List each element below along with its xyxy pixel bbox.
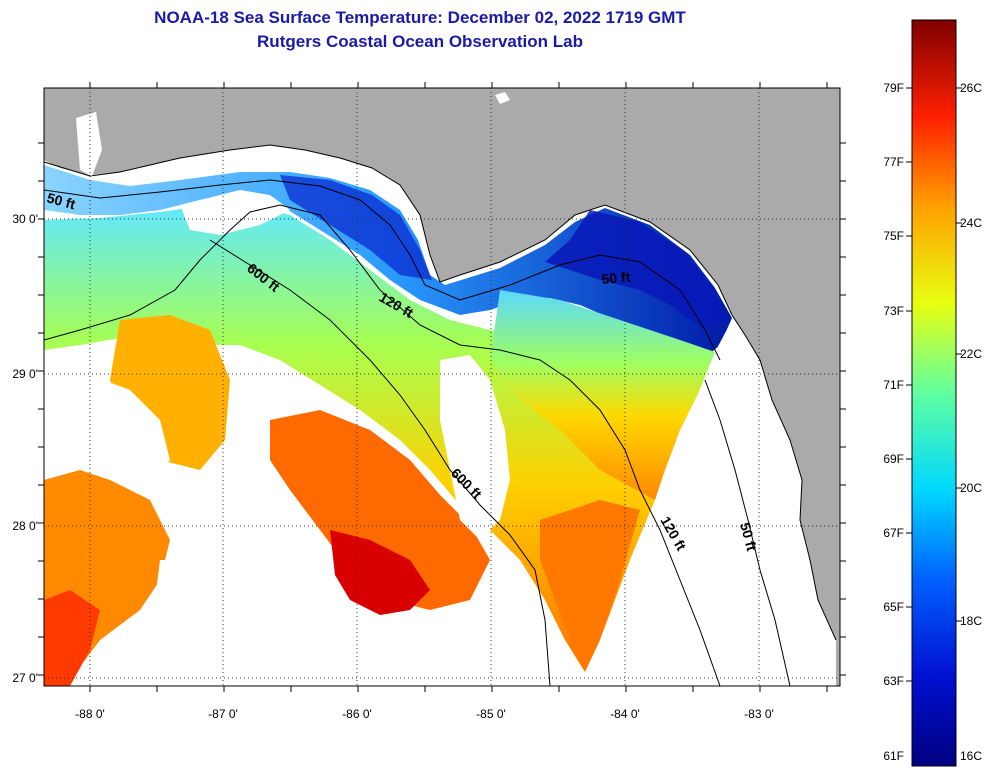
title-line-2: Rutgers Coastal Ocean Observation Lab: [257, 32, 583, 51]
cloud-gap-north: [180, 190, 290, 235]
lat-label-29: 29 0': [12, 367, 38, 381]
colorbar-f-75: 75F: [883, 229, 904, 243]
cloud-gap-southwest: [150, 560, 330, 686]
cloud-gap-west: [44, 375, 170, 480]
lon-label-84: -84 0': [610, 707, 640, 721]
lon-label-88: -88 0': [75, 707, 105, 721]
colorbar-f-63: 63F: [883, 674, 904, 688]
island-north: [495, 92, 510, 104]
contour-label-50ft-west: 50 ft: [45, 189, 77, 212]
colorbar-f-61: 61F: [883, 749, 904, 763]
colorbar-f-73: 73F: [883, 304, 904, 318]
colorbar-f-79: 79F: [883, 81, 904, 95]
cloud-gap-east: [585, 320, 836, 686]
lat-label-28: 28 0': [12, 519, 38, 533]
lon-label-83: -83 0': [744, 707, 774, 721]
sst-east-wedge: [490, 290, 715, 500]
colorbar-f-69: 69F: [883, 452, 904, 466]
frame-ticks: [38, 82, 846, 692]
sst-western-band: [44, 205, 660, 672]
colorbar-c-26: 26C: [960, 81, 982, 95]
colorbar-f-77: 77F: [883, 155, 904, 169]
land-west-coast: [76, 112, 102, 176]
lon-label-85: -85 0': [476, 707, 506, 721]
contour-120ft: [44, 204, 721, 686]
colorbar-c-24: 24C: [960, 216, 982, 230]
graticule: [44, 88, 840, 686]
contour-600ft: [209, 239, 551, 686]
sst-hot-patch-center: [330, 530, 430, 615]
sst-warm-patch-center: [270, 410, 490, 610]
sst-warm-patch-eastwedge: [540, 500, 640, 670]
colorbar: [911, 19, 957, 767]
colorbar-c-22: 22C: [960, 347, 982, 361]
plot-frame: [43, 87, 841, 687]
contour-label-50ft-east: 50 ft: [737, 521, 760, 553]
colorbar-f-71: 71F: [883, 378, 904, 392]
sst-coldest-coast: [280, 175, 432, 280]
colorbar-f-65: 65F: [883, 600, 904, 614]
coastline: [44, 144, 837, 641]
land-mass: [44, 88, 840, 686]
sst-hot-patch-west: [44, 590, 100, 686]
colorbar-f-67: 67F: [883, 526, 904, 540]
cloud-gap-center: [440, 355, 510, 540]
title-line-1: NOAA-18 Sea Surface Temperature: Decembe…: [154, 8, 686, 27]
lat-label-27: 27 0': [12, 671, 38, 685]
colorbar-c-16: 16C: [960, 749, 982, 763]
contour-50ft-west: [44, 179, 721, 361]
colorbar-c-20: 20C: [960, 481, 982, 495]
sst-coldest-shelf: [545, 210, 725, 330]
colorbar-ticks: [906, 87, 962, 682]
lon-label-87: -87 0': [208, 707, 238, 721]
contour-label-50ft-northeast: 50 ft: [601, 269, 631, 287]
contour-50ft-east: [704, 379, 791, 686]
lon-label-86: -86 0': [342, 707, 372, 721]
colorbar-c-18: 18C: [960, 614, 982, 628]
lat-label-30: 30 0': [12, 212, 38, 226]
